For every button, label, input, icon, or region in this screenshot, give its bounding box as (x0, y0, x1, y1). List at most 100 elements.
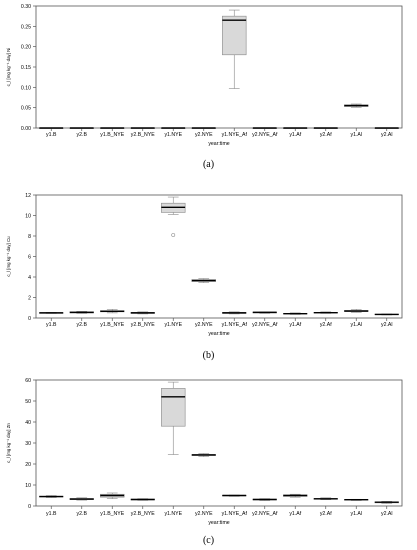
y-tick-label: 10 (25, 214, 31, 220)
x-tick-label: y1.Al (350, 511, 362, 517)
box-y1.NYE_Af (222, 494, 247, 497)
box-y1.B (39, 495, 64, 498)
box-y2.B_NYE (130, 311, 155, 315)
x-axis-label: year:time (208, 331, 229, 337)
x-axis-label: year:time (208, 141, 229, 147)
box-y1.B_NYE (100, 308, 125, 314)
box-y2.Al (374, 501, 399, 504)
box-y2.Af (313, 127, 338, 129)
x-tick-label: y2.Al (381, 511, 393, 517)
box-y2.NYE (191, 453, 216, 457)
box-y2.B_NYE (130, 498, 155, 501)
x-tick-label: y1.NYE (164, 322, 182, 328)
y-tick-label: 40 (25, 420, 31, 426)
box-y1.Al (344, 103, 369, 108)
x-axis-label: year:time (208, 520, 229, 526)
y-tick-label: 0 (28, 316, 31, 322)
box-y1.B (39, 127, 64, 129)
box-y2.Al (374, 313, 399, 316)
x-tick-label: y2.NYE (195, 322, 213, 328)
box-y1.Af (283, 127, 308, 129)
box-y1.B_NYE (100, 492, 125, 499)
box-y1.B (39, 312, 64, 314)
y-axis-label: c_l [mg kg⁻¹ day] Ni (6, 48, 11, 87)
y-tick-label: 30 (25, 441, 31, 447)
y-tick-label: 12 (25, 193, 31, 199)
x-tick-label: y1.NYE_Af (222, 132, 248, 138)
y-tick-label: 60 (25, 378, 31, 384)
x-tick-label: y2.NYE (195, 132, 213, 138)
box-y2.B (69, 311, 94, 314)
box-y2.NYE_Af (252, 311, 277, 314)
x-tick-label: y2.B_NYE (131, 322, 155, 328)
x-tick-label: y1.B (46, 511, 57, 517)
chart-panel-3: 0 10 20 30 40 50 60 c_l [mg kg⁻¹ day] Zn y1.B y2.… (6, 378, 403, 526)
chart-panel-1: 0.00 0.05 0.10 0.15 0.20 0.25 0.30 c_l [mg kg⁻¹… (6, 4, 403, 147)
box-y2.Al (374, 127, 399, 129)
x-tick-label: y1.NYE (164, 511, 182, 517)
x-tick-label: y2.NYE_Af (252, 132, 278, 138)
outlier-point (171, 233, 176, 237)
y-tick-label: 20 (25, 462, 31, 468)
plot-frame (35, 194, 403, 319)
x-tick-label: y2.Al (381, 132, 393, 138)
x-tick-label: y1.NYE_Af (222, 322, 248, 328)
y-axis-label: c_l [mg kg⁻¹ day] Cu (6, 236, 11, 277)
x-tick-label: y1.NYE (164, 132, 182, 138)
box-y2.B (69, 497, 94, 501)
y-tick-label: 8 (28, 234, 31, 240)
box-y1.Al (344, 308, 369, 313)
x-tick-label: y2.Al (381, 322, 393, 328)
x-tick-label: y1.B_NYE (100, 511, 124, 517)
box-y1.NYE_Af (222, 9, 247, 89)
plot-frame (35, 5, 403, 129)
x-tick-label: y1.Af (289, 511, 301, 517)
panel-label-a: (a) (202, 159, 215, 170)
y-tick-label: 0.05 (21, 106, 31, 112)
y-tick-label: 0.20 (21, 45, 31, 51)
x-tick-label: y1.B_NYE (100, 132, 124, 138)
x-tick-label: y2.NYE_Af (252, 322, 278, 328)
box-y2.B (69, 127, 94, 129)
box-y1.Af (283, 493, 308, 498)
panel-label-b: (b) (202, 350, 215, 361)
x-tick-label: y2.Af (320, 511, 332, 517)
chart-panel-2: 0 2 4 6 8 10 12 c_l [mg kg⁻¹ day] Cu y1.B y2.B y1.… (6, 193, 403, 337)
box-y2.NYE (191, 278, 216, 283)
box-y2.NYE_Af (252, 127, 277, 129)
box-y1.B_NYE (100, 127, 125, 129)
x-tick-label: y1.Af (289, 132, 301, 138)
y-tick-label: 0.00 (21, 126, 31, 132)
box-y2.Af (313, 311, 338, 314)
x-tick-label: y2.B (77, 511, 88, 517)
box-body (222, 15, 247, 56)
y-tick-label: 6 (28, 255, 31, 261)
box-y2.NYE (191, 127, 216, 129)
box-y1.Af (283, 312, 308, 315)
x-tick-label: y1.Al (350, 132, 362, 138)
box-y1.NYE (161, 196, 186, 215)
panel-label-c: (c) (202, 535, 215, 546)
box-body (161, 388, 186, 427)
x-tick-label: y1.B_NYE (100, 322, 124, 328)
y-tick-label: 0.25 (21, 24, 31, 30)
box-y2.NYE_Af (252, 498, 277, 501)
x-tick-label: y2.B (77, 322, 88, 328)
box-y1.NYE_Af (222, 311, 247, 315)
x-tick-label: y1.B (46, 322, 57, 328)
box-y2.Af (313, 497, 338, 501)
y-tick-label: 4 (28, 275, 31, 281)
x-tick-label: y1.Af (289, 322, 301, 328)
y-tick-label: 10 (25, 483, 31, 489)
x-tick-label: y2.NYE_Af (252, 511, 278, 517)
y-tick-label: 0.15 (21, 65, 31, 71)
y-tick-label: 0.10 (21, 85, 31, 91)
x-tick-label: y1.Al (350, 322, 362, 328)
x-tick-label: y1.B (46, 132, 57, 138)
y-tick-label: 2 (28, 296, 31, 302)
box-y1.NYE (161, 381, 186, 455)
y-tick-label: 0 (28, 504, 31, 510)
y-tick-label: 50 (25, 399, 31, 405)
plot-frame (35, 379, 403, 507)
